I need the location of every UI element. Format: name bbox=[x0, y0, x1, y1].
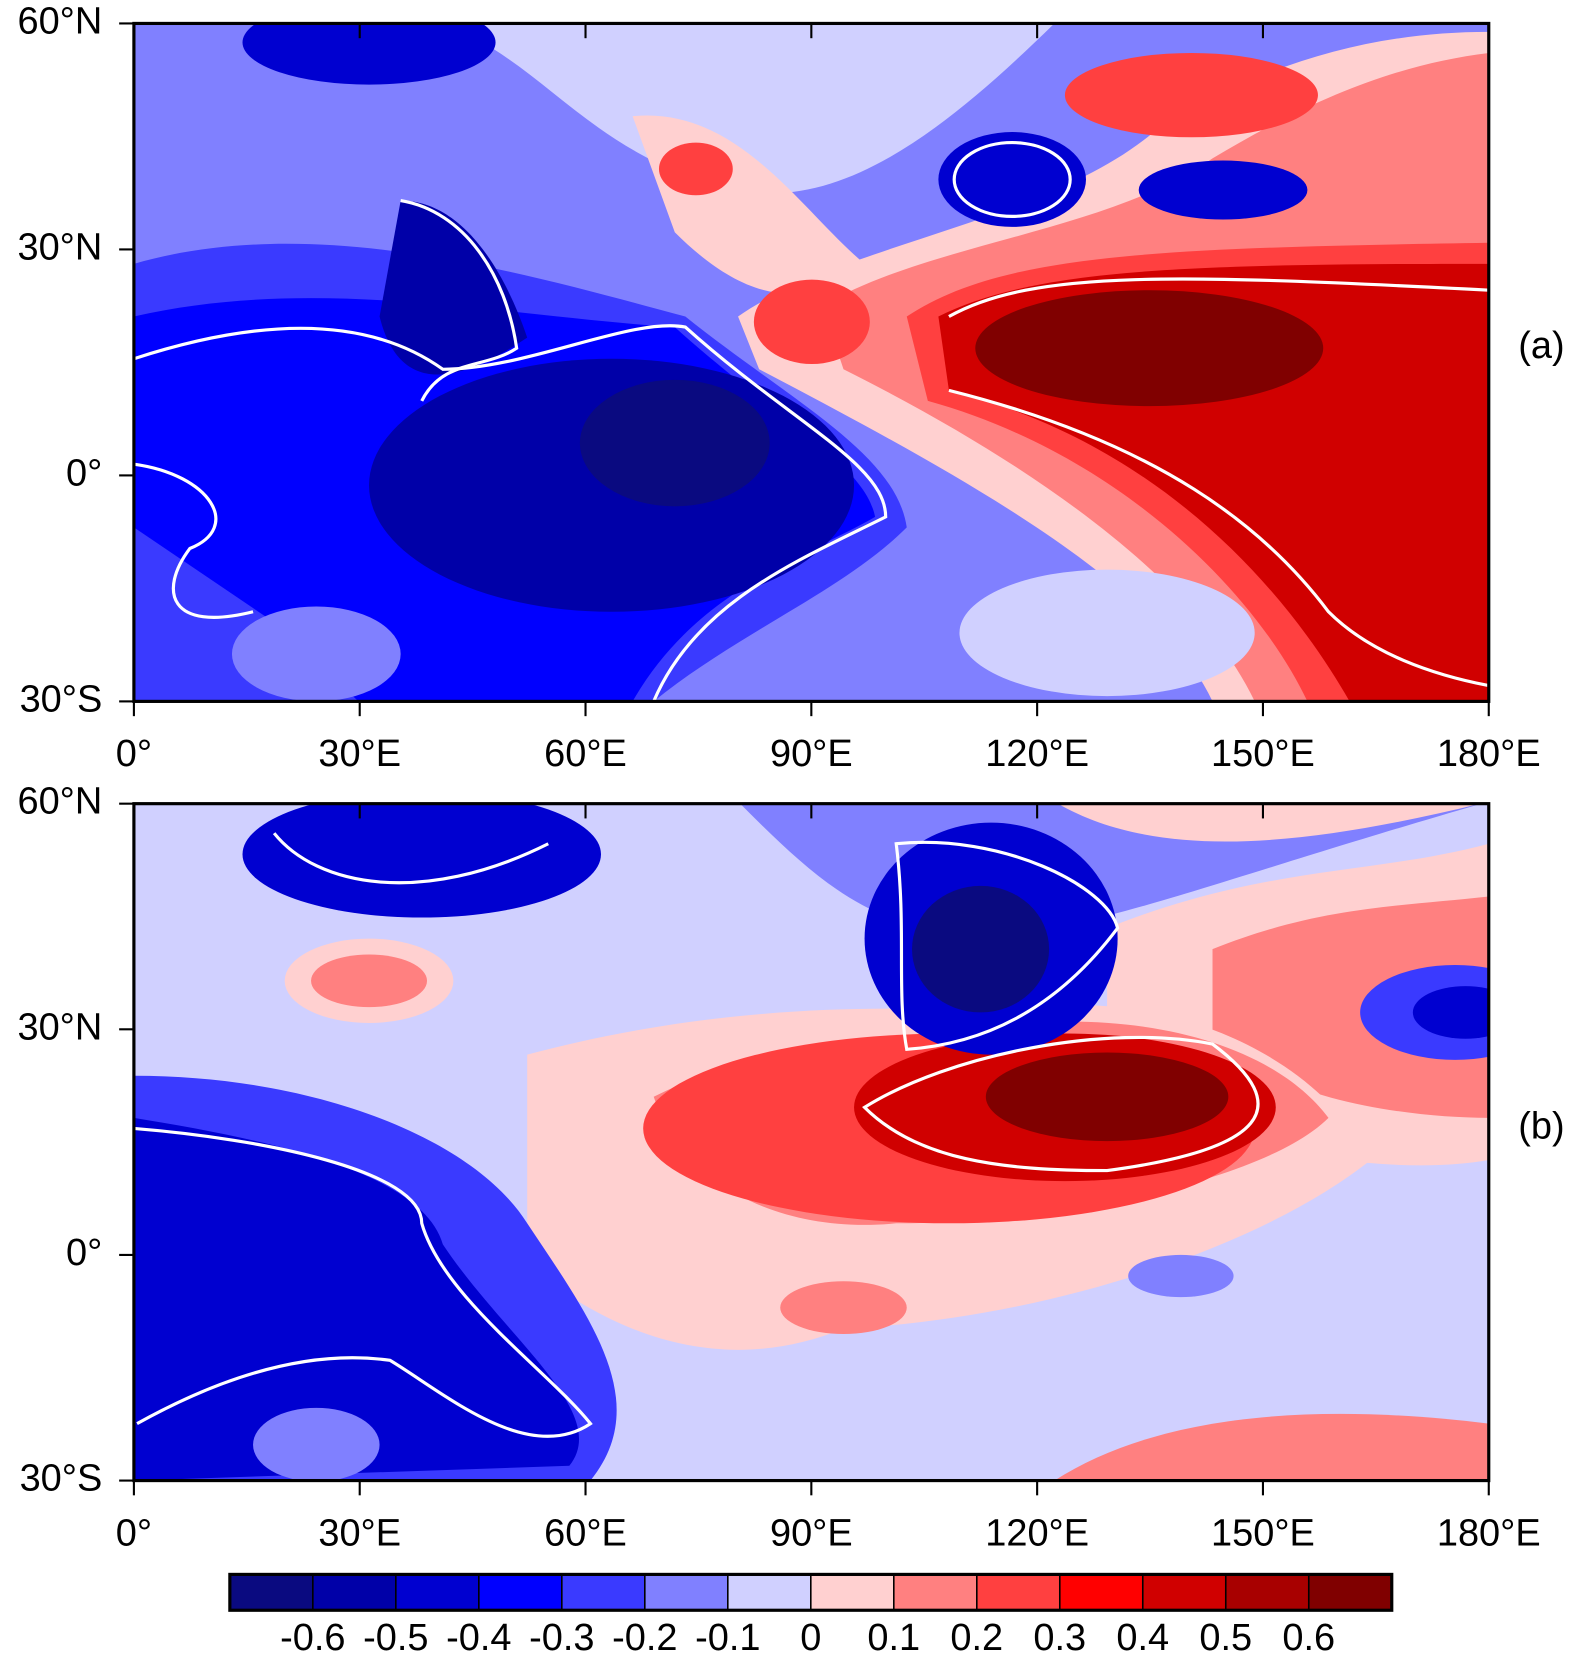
x-tick-label: 180°E bbox=[1437, 733, 1541, 775]
y-tick-label: 60°N bbox=[17, 781, 102, 823]
colorbar-swatch bbox=[1224, 1573, 1310, 1612]
y-tick-label: 0° bbox=[66, 452, 102, 494]
colorbar-swatch bbox=[893, 1573, 978, 1612]
y-tick-label: 30°S bbox=[20, 678, 103, 720]
x-tick-label: 120°E bbox=[985, 1512, 1089, 1554]
y-tick-label: 60°N bbox=[17, 0, 102, 42]
colorbar-swatch bbox=[1141, 1573, 1227, 1612]
colorbar-label: 0 bbox=[800, 1617, 821, 1659]
colorbar-label: 0.6 bbox=[1282, 1617, 1335, 1659]
field-b bbox=[133, 803, 1489, 1481]
colorbar-label: 0.2 bbox=[950, 1617, 1003, 1659]
colorbar-label: -0.4 bbox=[446, 1617, 511, 1659]
y-tick-label: 30°N bbox=[17, 1006, 102, 1048]
x-tick-label: 90°E bbox=[770, 1512, 853, 1554]
x-tick-label: 60°E bbox=[544, 733, 627, 775]
colorbar-label: -0.2 bbox=[612, 1617, 677, 1659]
x-tick-label: 60°E bbox=[544, 1512, 627, 1554]
colorbar-swatch bbox=[478, 1573, 563, 1612]
y-tick-label: 0° bbox=[66, 1232, 102, 1274]
colorbar-label: 0.5 bbox=[1199, 1617, 1252, 1659]
x-tick-label: 180°E bbox=[1437, 1512, 1541, 1554]
colorbar-frame bbox=[228, 1572, 1394, 1612]
colorbar-swatch bbox=[1058, 1573, 1144, 1612]
x-tick-label: 150°E bbox=[1211, 1512, 1315, 1554]
colorbar-swatch bbox=[395, 1573, 480, 1612]
colorbar-label: 0.4 bbox=[1116, 1617, 1169, 1659]
colorbar-label: -0.6 bbox=[280, 1617, 345, 1659]
y-tick-label: 30°S bbox=[20, 1458, 103, 1500]
x-tick-label: 0° bbox=[116, 1512, 152, 1554]
x-tick-label: 30°E bbox=[318, 1512, 401, 1554]
x-tick-label: 0° bbox=[116, 733, 152, 775]
colorbar-label: 0.3 bbox=[1033, 1617, 1086, 1659]
x-tick-label: 30°E bbox=[318, 733, 401, 775]
panel-label: (a) bbox=[1518, 325, 1564, 367]
x-tick-label: 90°E bbox=[770, 733, 853, 775]
colorbar-label: 0.1 bbox=[867, 1617, 920, 1659]
colorbar-label: -0.1 bbox=[695, 1617, 760, 1659]
colorbar-swatch bbox=[229, 1573, 314, 1612]
colorbar-swatch bbox=[976, 1573, 1061, 1612]
x-tick-label: 120°E bbox=[985, 733, 1089, 775]
colorbar-swatch bbox=[561, 1573, 646, 1612]
y-tick-label: 30°N bbox=[17, 226, 102, 268]
x-tick-label: 150°E bbox=[1211, 733, 1315, 775]
colorbar-swatch bbox=[810, 1573, 895, 1612]
colorbar-label: -0.5 bbox=[363, 1617, 428, 1659]
colorbar-label: -0.3 bbox=[529, 1617, 594, 1659]
colorbar-swatch bbox=[727, 1573, 812, 1612]
panel-label: (b) bbox=[1518, 1105, 1564, 1147]
colorbar-swatch bbox=[1307, 1573, 1393, 1612]
colorbar-swatch bbox=[644, 1573, 729, 1612]
colorbar-swatch bbox=[312, 1573, 397, 1612]
field-a bbox=[133, 23, 1489, 702]
